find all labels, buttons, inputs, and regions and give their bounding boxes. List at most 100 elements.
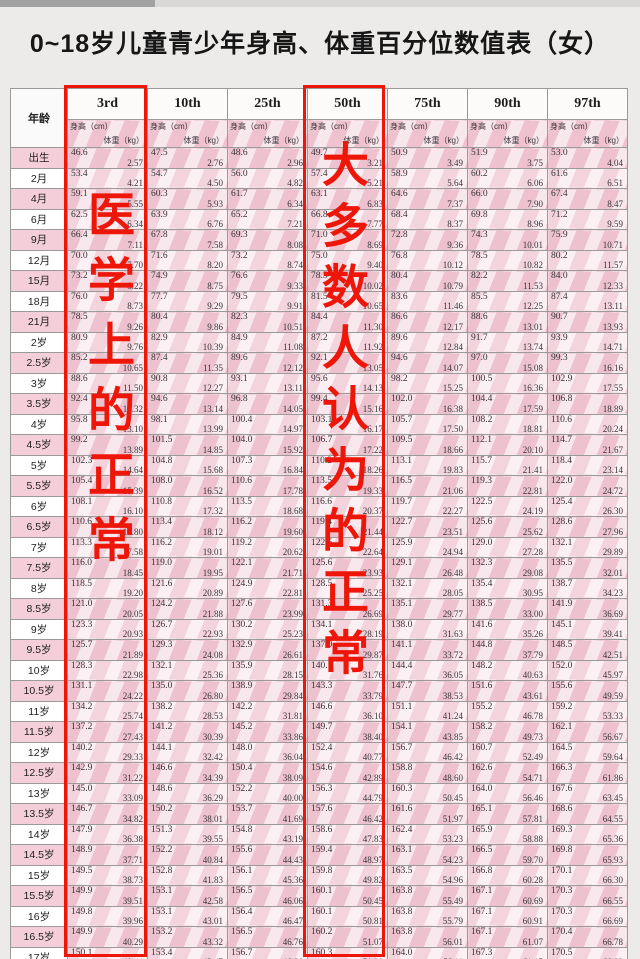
weight-value: 20.93: [122, 629, 143, 639]
height-value: 104.4: [471, 394, 493, 404]
data-cell: 113.5 19.33: [307, 475, 388, 497]
data-cell: 74.3 10.01: [467, 229, 548, 251]
data-cell: 141.2 30.39: [147, 721, 228, 743]
weight-value: 56.11: [443, 957, 463, 959]
height-value: 154.1: [391, 722, 413, 732]
height-value: 104.0: [231, 435, 253, 445]
weight-value: 40.44: [123, 957, 143, 959]
height-value: 102.0: [391, 394, 413, 404]
unit-subheader: 身高（cm） 体重（kg）: [307, 119, 388, 148]
height-unit-label: 身高（cm）: [310, 122, 353, 131]
height-value: 138.7: [551, 578, 573, 589]
age-cell: 7.5岁: [10, 557, 68, 579]
data-cell: 122.1 21.71: [227, 557, 308, 579]
weight-value: 11.50: [123, 383, 143, 393]
weight-value: 13.11: [283, 383, 303, 393]
height-value: 167.1: [471, 906, 493, 917]
weight-unit-label: 体重（kg）: [423, 136, 464, 145]
height-value: 93.9: [551, 332, 568, 343]
height-value: 113.5: [231, 496, 253, 507]
age-cell: 11.5岁: [10, 721, 68, 743]
weight-value: 40.63: [522, 670, 543, 680]
data-cell: 104.4 17.59: [467, 393, 548, 415]
height-value: 88.6: [471, 312, 488, 322]
height-unit-label: 身高（cm）: [390, 122, 433, 131]
height-value: 60.2: [471, 168, 488, 179]
height-value: 165.9: [471, 824, 493, 835]
weight-value: 14.13: [362, 383, 383, 393]
height-value: 149.5: [71, 865, 93, 876]
data-cell: 138.2 28.53: [147, 700, 228, 722]
weight-value: 26.69: [362, 608, 383, 619]
age-cell: 2.5岁: [10, 352, 68, 374]
weight-value: 65.36: [602, 834, 623, 844]
age-cell: 10.5岁: [10, 680, 68, 702]
weight-value: 38.73: [122, 875, 143, 885]
height-value: 76.0: [71, 291, 88, 302]
data-cell: 125.4 26.30: [547, 495, 628, 517]
height-value: 129.3: [151, 640, 173, 650]
height-value: 125.6: [471, 517, 493, 527]
weight-value: 23.51: [442, 526, 463, 537]
height-value: 98.1: [151, 414, 168, 425]
height-value: 153.7: [231, 804, 253, 814]
data-cell: 110.8 17.32: [147, 495, 228, 517]
height-value: 148.2: [471, 660, 493, 671]
height-value: 144.8: [471, 640, 493, 650]
height-value: 81.5: [311, 291, 328, 302]
height-value: 110.8: [151, 496, 173, 507]
data-cell: 132.3 29.08: [467, 557, 548, 579]
data-cell: 87.2 11.92: [307, 331, 388, 353]
height-value: 122.5: [471, 496, 493, 507]
weight-value: 14.07: [442, 362, 463, 373]
weight-value: 26.61: [282, 649, 303, 660]
weight-value: 16.84: [282, 465, 303, 475]
table-row: 16.5岁 149.9 40.29 153.2 43.32 156.5 46.76 160.2…: [10, 926, 628, 948]
height-value: 113.4: [151, 517, 173, 527]
height-value: 163.5: [391, 865, 413, 876]
data-cell: 151.6 43.61: [467, 680, 548, 702]
weight-value: 18.89: [602, 403, 623, 414]
height-value: 122.7: [391, 517, 413, 527]
data-cell: 106.8 18.89: [547, 393, 628, 415]
height-value: 156.4: [231, 906, 253, 917]
height-value: 119.0: [151, 558, 173, 568]
data-cell: 153.1 42.58: [147, 885, 228, 907]
data-cell: 102.9 17.55: [547, 372, 628, 394]
weight-value: 60.28: [522, 875, 543, 885]
weight-value: 33.79: [362, 690, 383, 701]
height-value: 50.9: [391, 148, 408, 158]
height-unit-label: 身高（cm）: [470, 122, 513, 131]
weight-unit-label: 体重（kg）: [183, 136, 224, 145]
data-cell: 142.2 31.81: [227, 700, 308, 722]
height-value: 78.5: [311, 271, 328, 281]
data-cell: 56.0 4.82: [227, 167, 308, 189]
weight-value: 13.74: [522, 342, 543, 352]
data-cell: 85.5 12.25: [467, 290, 548, 312]
height-value: 158.2: [471, 722, 493, 732]
data-cell: 156.7 46.90: [227, 946, 308, 959]
top-gray-bar-dark-segment: [0, 0, 155, 7]
data-cell: 76.8 10.12: [387, 249, 468, 271]
data-cell: 138.5 33.00: [467, 598, 548, 620]
height-value: 145.2: [231, 722, 253, 732]
height-value: 112.1: [471, 435, 493, 445]
weight-value: 54.96: [442, 875, 463, 885]
height-value: 63.1: [311, 189, 328, 199]
height-value: 156.5: [231, 927, 253, 937]
weight-value: 8.75: [207, 280, 223, 291]
weight-value: 37.79: [522, 649, 543, 660]
weight-value: 42.51: [602, 649, 623, 660]
height-value: 161.6: [391, 804, 413, 814]
weight-value: 40.77: [362, 752, 383, 762]
table-row: 6月 62.5 6.34 63.9 6.76 65.2 7.21 66.8 7.77 68.4 8.…: [10, 208, 628, 230]
height-value: 68.4: [391, 209, 408, 220]
table-row: 5岁 102.3 14.64 104.8 15.68 107.3 16.84 110.2 18.…: [10, 454, 628, 476]
data-cell: 108.2 18.81: [467, 413, 548, 435]
height-value: 124.2: [151, 599, 173, 609]
weight-value: 66.55: [602, 895, 623, 906]
height-value: 144.1: [151, 742, 173, 753]
height-value: 72.8: [391, 230, 408, 240]
weight-value: 6.51: [607, 178, 623, 188]
weight-value: 36.10: [362, 711, 383, 721]
